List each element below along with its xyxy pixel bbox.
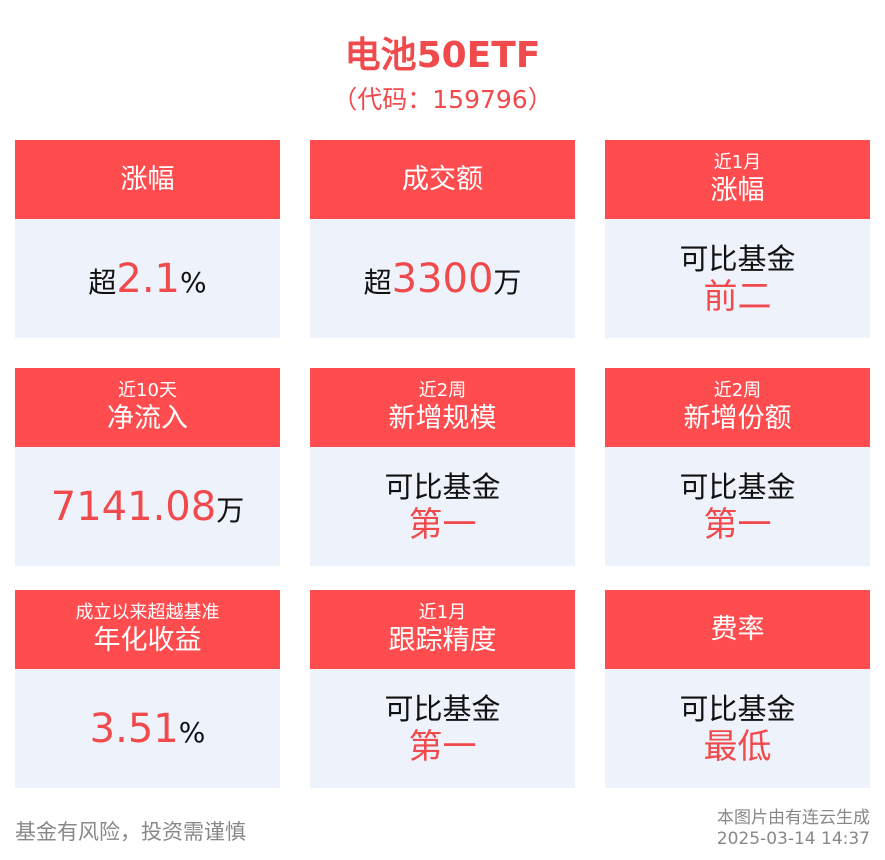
page-title: 电池50ETF [344,35,541,76]
card-title: 成交额 [402,163,483,195]
card-header: 近2周 新增规模 [310,368,575,447]
card-title: 年化收益 [93,624,202,656]
comparison-label: 可比基金 [384,691,501,726]
value-number: 3300 [391,255,494,302]
card-header: 近1月 涨幅 [605,140,870,219]
rank-value: 第一 [408,726,477,767]
metric-card: 近2周 新增份额 可比基金 第一 [605,368,870,566]
card-value: 超2.1% [88,256,206,302]
card-body: 可比基金 第一 [605,447,870,566]
value-prefix: 超 [88,265,117,299]
timestamp: 2025-03-14 14:37 [716,829,870,849]
fund-code: （代码：159796） [332,85,553,114]
card-value: 超3300万 [364,256,522,302]
card-header: 成立以来超越基准 年化收益 [15,590,280,669]
card-subtitle: 近2周 [418,379,467,401]
metric-card: 费率 可比基金 最低 [605,590,870,788]
rank-value: 前二 [703,276,772,317]
card-header: 成交额 [310,140,575,219]
card-body: 可比基金 第一 [310,447,575,566]
metric-card: 涨幅超2.1% [15,140,280,338]
card-body: 超3300万 [310,219,575,338]
value-unit: 万 [216,493,245,527]
card-body: 超2.1% [15,219,280,338]
card-value: 7141.08万 [51,484,244,530]
card-header: 涨幅 [15,140,280,219]
card-header: 近2周 新增份额 [605,368,870,447]
card-body: 可比基金 第一 [310,669,575,788]
source-text: 本图片由有连云生成 [717,808,870,828]
card-title: 新增规模 [388,402,497,434]
card-body: 可比基金 最低 [605,669,870,788]
card-title: 净流入 [107,402,188,434]
card-header: 费率 [605,590,870,669]
value-unit: % [178,715,206,749]
card-title: 跟踪精度 [388,624,497,656]
metric-card: 近1月 涨幅 可比基金 前二 [605,140,870,338]
value-prefix: 超 [363,265,392,299]
card-header: 近10天 净流入 [15,368,280,447]
card-title: 涨幅 [710,174,765,206]
card-body: 3.51% [15,669,280,788]
card-subtitle: 近1月 [713,151,762,173]
comparison-label: 可比基金 [679,691,796,726]
source-note: 本图片由有连云生成 2025-03-14 14:37 [717,808,870,850]
metric-card: 近2周 新增规模 可比基金 第一 [310,368,575,566]
card-title: 费率 [710,613,765,645]
risk-disclaimer: 基金有风险，投资需谨慎 [15,820,246,844]
card-subtitle: 成立以来超越基准 [75,601,220,623]
card-header: 近1月 跟踪精度 [310,590,575,669]
value-number: 2.1 [116,255,181,302]
rank-value: 第一 [408,504,477,545]
card-value: 3.51% [90,706,206,752]
rank-value: 最低 [703,726,772,767]
rank-value: 第一 [703,504,772,545]
value-number: 3.51 [89,705,179,752]
metric-card: 近1月 跟踪精度 可比基金 第一 [310,590,575,788]
card-title: 涨幅 [120,163,175,195]
card-subtitle: 近10天 [118,379,177,401]
value-unit: % [180,265,207,299]
value-unit: 万 [493,265,522,299]
metric-card: 近10天 净流入 7141.08万 [15,368,280,566]
card-body: 7141.08万 [15,447,280,566]
comparison-label: 可比基金 [679,469,796,504]
comparison-label: 可比基金 [384,469,501,504]
value-number: 7141.08 [50,483,217,530]
card-subtitle: 近2周 [713,379,762,401]
card-body: 可比基金 前二 [605,219,870,338]
card-subtitle: 近1月 [418,601,467,623]
card-title: 新增份额 [683,402,792,434]
comparison-label: 可比基金 [679,241,796,276]
metric-card: 成立以来超越基准 年化收益 3.51% [15,590,280,788]
metric-card: 成交额超3300万 [310,140,575,338]
